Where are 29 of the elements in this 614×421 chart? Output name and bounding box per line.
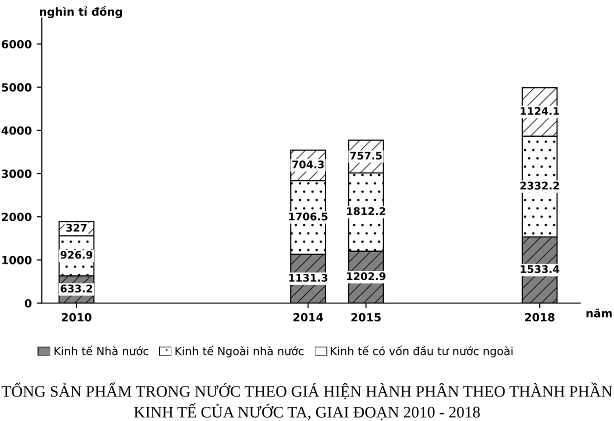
y-tick-label: 1000 — [2, 256, 32, 264]
data-label: 2332.2 — [520, 182, 559, 190]
data-label: 1124.1 — [520, 107, 560, 115]
x-axis-title: năm — [586, 308, 612, 318]
text: TỔNG SẢN PHẨM TRONG NƯỚC THEO GIÁ HIỆN HÀNH PHÂN THEO THÀNH PHẦN KINH TẾ CỦA NƯỚC TA, GIAI ĐOẠN 2010 - 2018 — [2, 382, 612, 420]
data-label: 1812.2 — [347, 207, 386, 216]
data-label: 926.9 — [60, 250, 92, 259]
y-tick-label: 0 — [24, 299, 32, 308]
y-tick-label: 4000 — [2, 126, 32, 135]
y-tick-label: 3000 — [2, 170, 32, 178]
legend-label: Kinh tế Nhà nước — [54, 346, 148, 356]
data-label: 1131.3 — [289, 274, 328, 282]
data-label: 1533.4 — [520, 265, 560, 274]
y-tick-label: 5000 — [2, 83, 32, 92]
x-tick-label: 2010 — [62, 313, 92, 322]
data-label: 1706.5 — [289, 212, 328, 220]
x-tick-label: 2018 — [525, 313, 554, 322]
data-label: 704.3 — [292, 160, 324, 168]
y-tick-label: 6000 — [2, 40, 32, 48]
x-tick-label: 2015 — [351, 313, 381, 322]
data-label: 757.5 — [350, 152, 382, 160]
legend-label: Kinh tế có vốn đầu tư nước ngoài — [330, 346, 512, 358]
data-label: 327 — [66, 224, 87, 232]
data-label: 1202.9 — [347, 272, 386, 280]
y-axis-title: nghìn tỉ đồng — [40, 6, 122, 18]
legend-label: Kinh tế Ngoài nhà nước — [176, 346, 304, 358]
data-label: 633.2 — [60, 284, 92, 292]
x-tick-label: 2014 — [294, 313, 324, 322]
y-tick-label: 2000 — [2, 212, 32, 222]
